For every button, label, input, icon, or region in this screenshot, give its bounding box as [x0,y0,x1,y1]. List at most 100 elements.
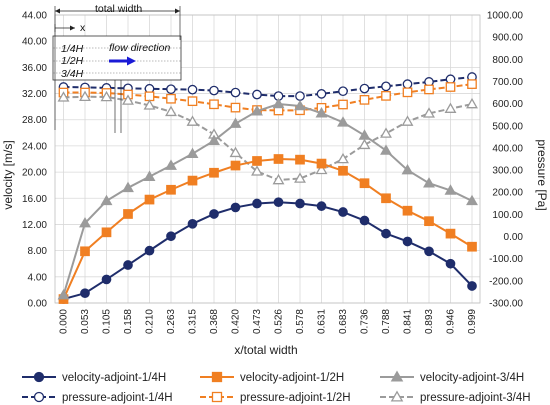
data-point [401,115,414,126]
legend-item: velocity-adjoint-3/4H [380,370,524,384]
data-point [166,231,176,242]
inset-level-1-2: 1/2H [61,55,84,67]
data-point [295,91,305,101]
data-point [424,84,434,95]
total-width-arrowhead-right-icon [175,8,180,14]
legend-item: velocity-adjoint-1/2H [200,371,344,384]
series-velocity-adjoint-1-2H [58,154,477,304]
left-tick-label: 8.00 [28,246,48,257]
x-tick-label: 0.210 [145,309,156,334]
left-tick-label: 28.00 [22,115,47,126]
data-point [272,97,285,109]
total-width-label: total width [95,3,142,15]
data-point [338,165,348,176]
data-point [209,85,219,96]
x-arrowhead-icon [70,25,75,31]
right-tick-label: -300.00 [489,299,523,310]
x-tick-label: 0.000 [59,309,70,334]
data-point [144,245,155,256]
data-point [402,87,413,98]
right-tick-label: 100.00 [492,210,523,221]
data-point [143,99,156,110]
left-tick-label: 36.00 [22,63,47,74]
left-tick-label: 24.00 [22,141,47,152]
data-point [315,107,328,118]
x-tick-label: 0.999 [467,309,478,334]
data-point [80,246,90,257]
legend-item: velocity-adjoint-1/4H [22,371,166,384]
data-point [294,172,306,183]
data-point [337,116,349,127]
data-point [252,156,262,166]
series-velocity-adjoint-1-4H [58,197,477,304]
data-point [187,218,198,229]
data-point [230,87,241,98]
data-point [101,274,112,285]
data-point [186,147,199,159]
data-point [122,94,134,105]
data-point [57,91,70,102]
data-point [230,202,241,213]
data-point [424,216,434,227]
x-tick-label: 0.315 [188,309,199,334]
flow-arrow-head-icon [127,56,136,66]
x-tick-label: 0.631 [317,309,328,334]
data-point [166,184,176,195]
series-layer [57,72,478,304]
data-point [273,154,284,164]
data-point [209,99,219,110]
data-point [390,370,404,382]
right-tick-label: 1000.00 [487,11,524,22]
x-tick-label: 0.053 [80,309,91,334]
right-tick-label: 800.00 [492,55,523,66]
data-point [273,197,284,208]
x-tick-label: 0.263 [166,309,177,334]
data-point [358,129,371,140]
data-point [79,90,91,102]
x-tick-label: 0.788 [381,309,392,334]
data-point [295,154,305,165]
x-tick-label: 0.736 [360,309,371,334]
right-tick-label: -100.00 [489,254,523,265]
left-tick-label: 44.00 [22,11,47,22]
data-point [402,205,413,216]
left-tick-label: 16.00 [22,194,47,205]
data-point [187,175,198,186]
flow-schematic-inset: 1/4H 1/2H 3/4H flow direction total widt… [52,3,182,133]
data-point [381,228,391,239]
data-point [444,102,457,113]
data-point [316,158,327,169]
data-point [445,258,456,269]
right-tick-label: 900.00 [492,33,523,44]
legend-label: pressure-adjoint-3/4H [420,392,531,404]
right-axis-title: pressure [Pa] [535,139,549,210]
data-point [166,84,176,95]
x-tick-label: 0.526 [274,309,285,334]
data-point [229,117,242,128]
right-tick-label: 200.00 [492,188,523,199]
data-point [466,194,478,206]
data-point [315,163,328,175]
series-pressure-adjoint-3-4H [57,90,478,185]
left-tick-label: 4.00 [28,272,48,283]
data-point [80,288,90,299]
left-tick-label: 0.00 [28,299,48,310]
data-point [230,102,241,113]
data-point [122,181,134,193]
data-point [445,228,456,239]
data-point [251,105,263,116]
data-point [359,83,370,94]
data-point [186,115,199,126]
flow-direction-label: flow direction [109,42,170,54]
data-point [358,138,371,150]
data-point [402,236,413,247]
data-point [390,390,404,402]
x-tick-label: 0.368 [209,309,220,334]
left-tick-label: 40.00 [22,37,47,48]
data-point [381,91,391,101]
plot-frame [54,14,481,304]
series-line [62,157,473,300]
left-axis-title: velocity [m/s] [1,140,15,209]
x-tick-label: 0.893 [424,309,435,334]
data-point [424,246,434,257]
